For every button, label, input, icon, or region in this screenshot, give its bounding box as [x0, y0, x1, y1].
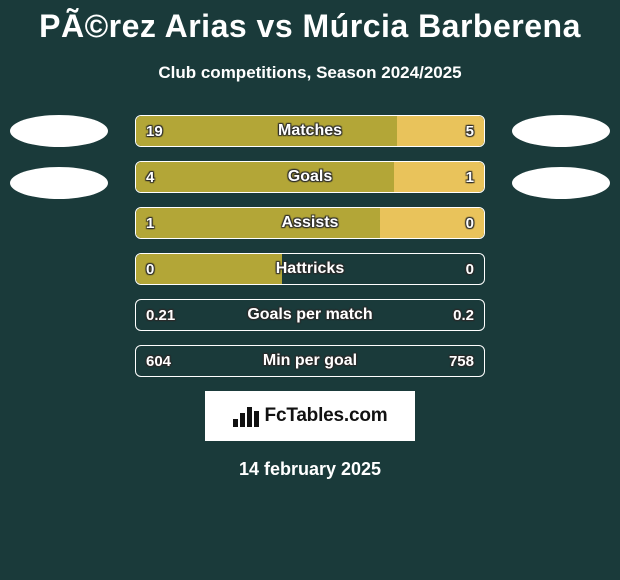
stat-value-left: 0.21 [146, 300, 175, 330]
stat-bar-left [136, 208, 380, 238]
branding-badge: FcTables.com [205, 391, 415, 441]
comparison-rows: Matches195 Goals41 Assists10 Hattricks00 Goa… [135, 115, 485, 377]
stat-value-right: 0.2 [453, 300, 474, 330]
stat-bar-right [380, 208, 484, 238]
stat-value-left: 604 [146, 346, 171, 376]
subtitle: Club competitions, Season 2024/2025 [0, 63, 620, 83]
stat-bar-left [136, 254, 282, 284]
stat-value-right: 758 [449, 346, 474, 376]
barchart-icon [233, 405, 259, 427]
snapshot-date: 14 february 2025 [0, 459, 620, 480]
stat-row: Matches195 [135, 115, 485, 147]
stat-row: Goals per match0.21 0.2 [135, 299, 485, 331]
player-photo-left-1 [10, 167, 108, 199]
stat-row: Min per goal604 758 [135, 345, 485, 377]
stat-row: Goals41 [135, 161, 485, 193]
page-title: PÃ©rez Arias vs Múrcia Barberena [0, 0, 620, 45]
player-photo-right-0 [512, 115, 610, 147]
stat-label: Min per goal [136, 346, 484, 376]
stat-bar-left [136, 162, 394, 192]
stat-row: Hattricks00 [135, 253, 485, 285]
branding-text: FcTables.com [265, 405, 388, 427]
stat-row: Assists10 [135, 207, 485, 239]
stat-bar-right [397, 116, 484, 146]
stat-bar-right [394, 162, 484, 192]
player-photo-right-1 [512, 167, 610, 199]
stat-label: Goals per match [136, 300, 484, 330]
comparison-wrap: Matches195 Goals41 Assists10 Hattricks00 Goa… [0, 115, 620, 377]
stat-value-right: 0 [466, 254, 474, 284]
player-photo-left-0 [10, 115, 108, 147]
stat-bar-left [136, 116, 397, 146]
